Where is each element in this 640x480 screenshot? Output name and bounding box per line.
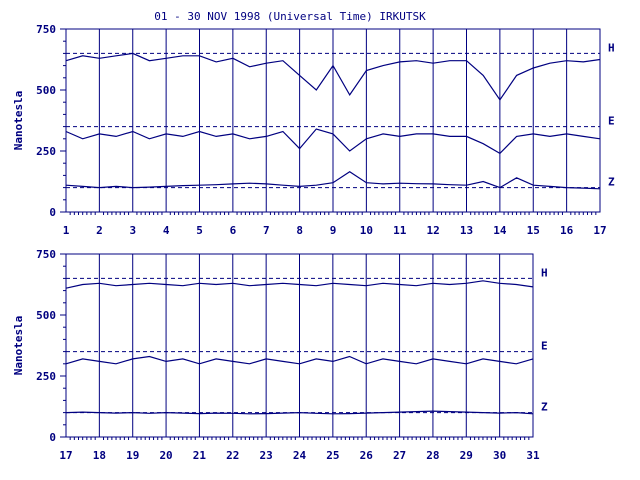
x-tick-label: 15 [527,224,540,237]
series-z-label: Z [608,176,615,189]
x-tick-label: 3 [129,224,136,237]
y-tick-label: 250 [36,370,56,383]
series-h-line [65,280,534,289]
x-tick-label: 2 [96,224,103,237]
series-h-label: H [608,41,615,54]
x-tick-label: 22 [226,449,239,462]
x-tick-label: 31 [526,449,540,462]
x-tick-label: 8 [296,224,303,237]
series-e-line [65,128,601,155]
x-tick-label: 11 [393,224,407,237]
y-tick-label: 250 [36,145,56,158]
series-h-line [65,52,601,101]
x-tick-label: 7 [263,224,270,237]
x-tick-label: 17 [593,224,606,237]
y-tick-label: 500 [36,309,56,322]
series-h-label: H [541,266,548,279]
x-tick-label: 29 [460,449,473,462]
x-tick-label: 14 [493,224,507,237]
x-tick-label: 6 [230,224,237,237]
y-axis-label: Nanotesla [12,316,25,376]
x-tick-label: 27 [393,449,406,462]
x-tick-label: 20 [159,449,172,462]
x-tick-label: 26 [360,449,374,462]
x-tick-label: 9 [330,224,337,237]
y-axis-label: Nanotesla [12,91,25,151]
panel-bottom: 17 18 19 20 21 22 23 24 25 26 27 28 29 30 31 0 250 500 750… [12,248,548,462]
series-e-label: E [608,115,615,128]
x-tick-label: 24 [293,449,307,462]
series-e-line [65,355,534,365]
x-tick-label: 13 [460,224,473,237]
x-tick-label: 16 [560,224,574,237]
series-z-line [65,170,601,190]
x-tick-label: 30 [493,449,506,462]
series-z-line [65,410,534,415]
x-tick-label: 17 [59,449,72,462]
panel-top: 1 2 3 4 5 6 7 8 9 10 11 12 13 14 15 16 170250500750Nanot… [12,23,615,237]
x-tick-label: 5 [196,224,203,237]
x-tick-label: 25 [326,449,339,462]
x-tick-label: 23 [260,449,273,462]
x-tick-label: 12 [427,224,440,237]
x-tick-label: 1 [63,224,70,237]
y-tick-label: 0 [49,431,56,444]
x-tick-label: 4 [163,224,170,237]
y-tick-label: 500 [36,84,56,97]
x-tick-label: 21 [193,449,207,462]
x-tick-label: 28 [426,449,439,462]
chart-title: 01 - 30 NOV 1998 (Universal Time) IRKUTS… [154,10,426,23]
y-tick-label: 750 [36,248,56,261]
series-z-label: Z [541,401,548,414]
x-tick-label: 18 [93,449,106,462]
series-e-label: E [541,340,548,353]
x-tick-label: 10 [360,224,373,237]
x-tick-label: 19 [126,449,139,462]
y-tick-label: 750 [36,23,56,36]
y-tick-label: 0 [49,206,56,219]
